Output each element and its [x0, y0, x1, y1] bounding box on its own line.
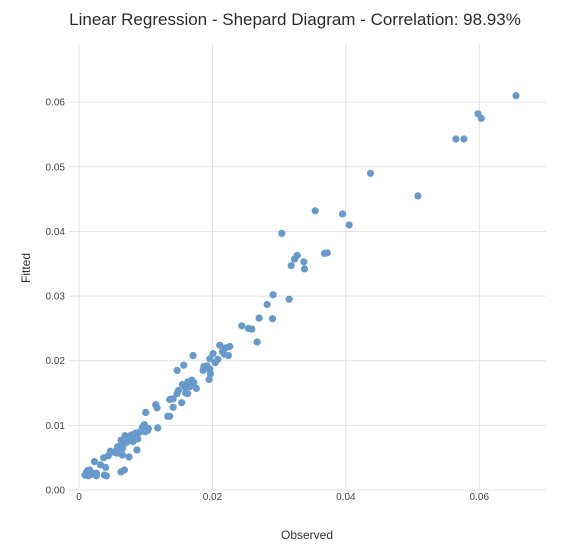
scatter-point [180, 361, 188, 369]
scatter-point [452, 135, 460, 143]
scatter-point [366, 169, 375, 177]
scatter-point [345, 221, 353, 229]
scatter-point [199, 366, 207, 374]
scatter-point [133, 446, 141, 454]
scatter-point [209, 350, 217, 358]
scatter-point [102, 472, 110, 480]
y-tick-label: 0.04 [46, 227, 66, 238]
y-tick-label: 0.02 [46, 356, 66, 367]
scatter-point [226, 342, 234, 351]
scatter-point [206, 355, 214, 363]
scatter-point [100, 454, 108, 462]
scatter-point [178, 381, 186, 389]
scatter-point [512, 92, 520, 100]
scatter-point [153, 404, 161, 412]
x-tick-label: 0 [76, 492, 82, 503]
chart-title: Linear Regression - Shepard Diagram - Co… [69, 10, 521, 29]
scatter-point [178, 399, 186, 407]
scatter-point [460, 135, 468, 143]
scatter-point [278, 229, 286, 237]
scatter-point [117, 468, 125, 476]
scatter-point [84, 472, 92, 480]
scatter-point [300, 258, 308, 266]
scatter-point [173, 366, 181, 374]
scatter-point [90, 458, 98, 466]
scatter-point [323, 249, 331, 257]
scatter-point [102, 463, 110, 471]
scatter-point [166, 395, 174, 404]
scatter-point [287, 262, 295, 270]
scatter-point [118, 451, 126, 459]
scatter-point [211, 359, 219, 367]
scatter-point [477, 114, 485, 122]
scatter-point [253, 338, 261, 346]
scatter-point [113, 449, 121, 457]
scatter-point [189, 352, 197, 360]
x-axis-label: Observed [281, 528, 333, 542]
scatter-point [184, 390, 192, 398]
scatter-point [169, 403, 177, 411]
y-axis-ticks: 0.00 0.01 0.02 0.03 0.04 0.05 0.06 [46, 98, 66, 497]
scatter-point [142, 408, 150, 416]
y-tick-label: 0.01 [46, 421, 66, 432]
scatter-point [268, 315, 277, 323]
scatter-point [129, 437, 137, 446]
scatter-point [263, 300, 271, 309]
scatter-point [206, 370, 214, 378]
scatter-point [414, 192, 422, 200]
scatter-point [338, 210, 347, 218]
x-tick-label: 0.06 [470, 492, 490, 503]
data-points [81, 92, 520, 480]
x-axis-ticks: 0 0.02 0.04 0.06 [76, 492, 489, 503]
scatter-point [166, 412, 174, 420]
scatter-point [238, 322, 246, 330]
scatter-point [224, 352, 232, 360]
x-tick-label: 0.02 [203, 492, 223, 503]
scatter-point [269, 291, 277, 299]
scatter-point [173, 390, 181, 398]
scatter-point [144, 426, 152, 435]
scatter-point [154, 424, 162, 432]
y-tick-label: 0.05 [46, 162, 66, 173]
scatter-point [248, 325, 256, 333]
y-tick-label: 0.03 [46, 292, 66, 303]
scatter-point [311, 207, 319, 215]
scatter-point [216, 341, 224, 349]
scatter-point [92, 472, 100, 480]
scatter-point [300, 265, 309, 273]
scatter-point [290, 255, 299, 263]
y-tick-label: 0.00 [46, 486, 66, 497]
scatter-point [205, 375, 213, 384]
y-tick-label: 0.06 [46, 98, 66, 109]
y-axis-label: Fitted [19, 253, 33, 283]
scatter-point [255, 314, 263, 322]
x-tick-label: 0.04 [336, 492, 356, 503]
scatter-point [125, 453, 133, 461]
scatter-point [192, 384, 200, 393]
scatter-point [285, 295, 293, 303]
scatter-point [118, 445, 126, 453]
